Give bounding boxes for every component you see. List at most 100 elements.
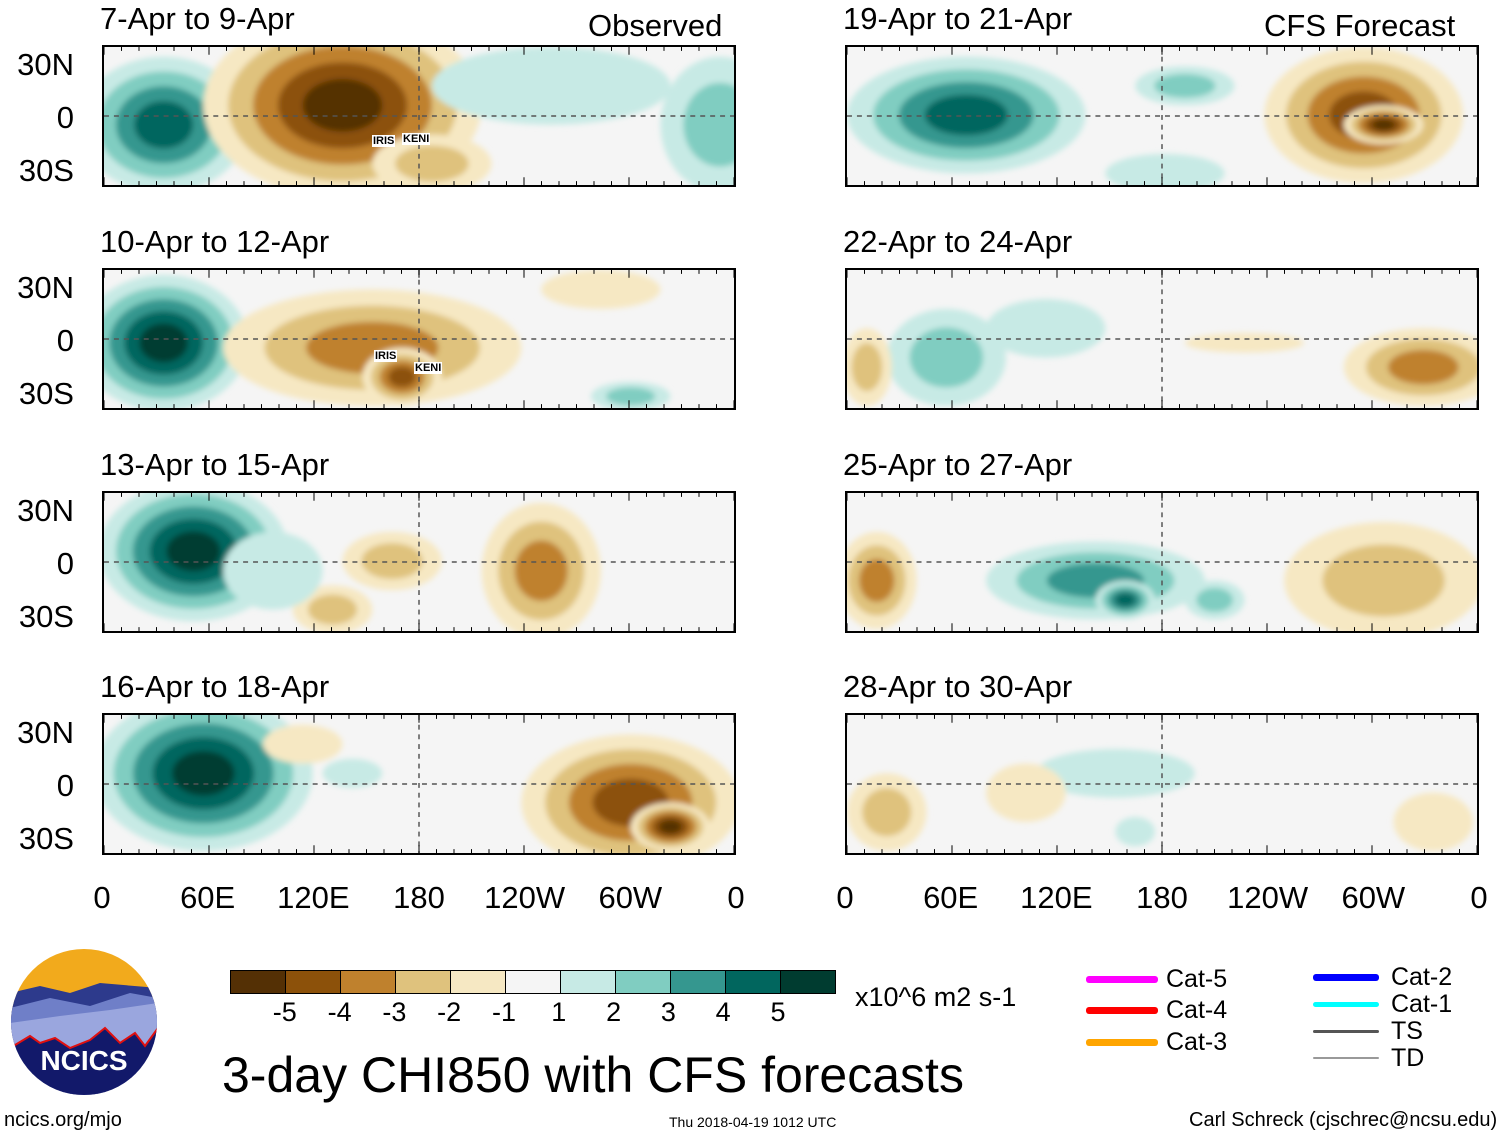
- panel-title: 7-Apr to 9-Apr: [100, 1, 295, 36]
- anomaly-contour: [862, 788, 912, 837]
- panel-title: 16-Apr to 18-Apr: [100, 669, 330, 704]
- author-credit: Carl Schreck (cjschrec@ncsu.edu): [1189, 1109, 1498, 1131]
- colorbar-swatch: [506, 971, 561, 993]
- ncics-logo: NCICS: [10, 948, 158, 1096]
- lat-label: 30S: [18, 821, 74, 856]
- lon-label: 0: [836, 880, 854, 915]
- storm-label: IRIS: [374, 350, 398, 362]
- colorbar-swatch: [286, 971, 341, 993]
- anomaly-contour: [322, 758, 383, 788]
- lon-label: 120W: [484, 880, 566, 915]
- anomaly-contour: [308, 594, 358, 625]
- storm-label: KENI: [402, 133, 431, 145]
- map-panel: [102, 713, 736, 855]
- legend-line-cat-4: [1086, 1006, 1158, 1014]
- lon-label: 0: [1470, 880, 1488, 915]
- anomaly-contour: [1114, 593, 1136, 607]
- map-panel: [845, 491, 1479, 633]
- legend-label: TD: [1391, 1044, 1425, 1072]
- lon-label: 60E: [180, 880, 236, 915]
- panel-title: 22-Apr to 24-Apr: [843, 224, 1073, 259]
- lon-label: 120W: [1227, 880, 1309, 915]
- lat-label: 0: [56, 100, 74, 135]
- lon-label: 60W: [598, 880, 663, 915]
- storm-label: KENI: [414, 362, 443, 374]
- map-panel: [845, 713, 1479, 855]
- timestamp: Thu 2018-04-19 1012 UTC: [669, 1114, 837, 1130]
- map-panel: [102, 491, 736, 633]
- legend-label: Cat-3: [1166, 1028, 1228, 1056]
- colorbar-label: -2: [437, 997, 462, 1027]
- anomaly-contour: [1154, 73, 1216, 98]
- legend-line-cat-3: [1086, 1038, 1158, 1046]
- anomaly-contour: [1393, 792, 1474, 852]
- panel-title: 10-Apr to 12-Apr: [100, 224, 330, 259]
- anomaly-contour: [909, 327, 984, 388]
- anomaly-contour: [388, 366, 416, 388]
- website-link[interactable]: ncics.org/mjo: [4, 1109, 122, 1131]
- colorbar: [230, 970, 836, 994]
- forecast-label: CFS Forecast: [1264, 8, 1456, 43]
- legend-line-cat-1: [1313, 1001, 1379, 1007]
- panel-title: 19-Apr to 21-Apr: [843, 1, 1073, 36]
- anomaly-contour: [514, 540, 568, 601]
- lat-label: 30N: [17, 47, 74, 82]
- panel-title: 25-Apr to 27-Apr: [843, 447, 1073, 482]
- lat-label: 30N: [17, 493, 74, 528]
- legend-label: Cat-4: [1166, 996, 1228, 1024]
- lon-label: 60W: [1341, 880, 1406, 915]
- colorbar-label: -3: [382, 997, 407, 1027]
- colorbar-label: 2: [606, 997, 622, 1027]
- figure-title: 3-day CHI850 with CFS forecasts: [222, 1047, 964, 1103]
- anomaly-contour: [851, 343, 883, 392]
- legend-label: Cat-1: [1391, 990, 1453, 1018]
- anomaly-contour: [541, 270, 661, 309]
- storm-label: IRIS: [372, 135, 396, 147]
- anomaly-contour: [659, 819, 682, 834]
- anomaly-contour: [395, 145, 469, 182]
- lat-label: 30N: [17, 715, 74, 750]
- colorbar-label: 1: [551, 997, 567, 1027]
- anomaly-contour: [1184, 333, 1305, 353]
- lat-label: 30N: [17, 270, 74, 305]
- colorbar-swatch: [231, 971, 286, 993]
- logo-text: NCICS: [40, 1045, 127, 1076]
- legend-label: Cat-5: [1166, 965, 1228, 993]
- anomaly-contour: [1388, 349, 1459, 385]
- panel-title: 28-Apr to 30-Apr: [843, 669, 1073, 704]
- legend-line-ts: [1313, 1029, 1379, 1033]
- anomaly-contour: [361, 543, 423, 579]
- colorbar-swatch: [671, 971, 726, 993]
- colorbar-swatch: [726, 971, 781, 993]
- lon-label: 0: [93, 880, 111, 915]
- anomaly-contour: [1035, 749, 1195, 798]
- anomaly-contour: [1105, 153, 1225, 185]
- anomaly-contour: [172, 751, 235, 796]
- map-panel: [845, 268, 1479, 410]
- lat-label: 0: [56, 323, 74, 358]
- legend-label: Cat-2: [1391, 963, 1453, 991]
- anomaly-contour: [1372, 119, 1395, 131]
- lat-label: 0: [56, 546, 74, 581]
- anomaly-contour: [924, 94, 1008, 136]
- map-panel: IRIS KENI: [102, 45, 736, 187]
- map-panel: IRIS KENI: [102, 268, 736, 410]
- anomaly-contour: [1196, 587, 1234, 612]
- anomaly-contour: [606, 387, 656, 406]
- anomaly-contour: [139, 323, 188, 363]
- observed-label: Observed: [588, 8, 723, 43]
- colorbar-swatch: [616, 971, 671, 993]
- anomaly-contour: [683, 82, 734, 167]
- legend-label: TS: [1391, 1017, 1423, 1045]
- colorbar-label: 5: [770, 997, 786, 1027]
- colorbar-swatch: [341, 971, 396, 993]
- anomaly-contour: [986, 299, 1106, 358]
- anomaly-contour: [986, 763, 1066, 822]
- panel-title: 13-Apr to 15-Apr: [100, 447, 330, 482]
- colorbar-units: x10^6 m2 s-1: [855, 982, 1017, 1012]
- colorbar-label: -5: [272, 997, 297, 1027]
- legend-line-cat-2: [1313, 973, 1379, 981]
- colorbar-label: 3: [660, 997, 676, 1027]
- lon-label: 0: [727, 880, 745, 915]
